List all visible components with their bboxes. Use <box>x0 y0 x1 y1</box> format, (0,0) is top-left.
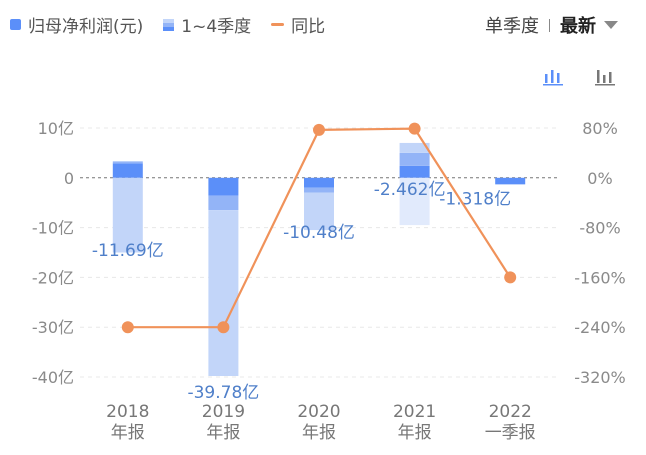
legend-label: 同比 <box>291 17 326 37</box>
stacked-bar-swatch-icon <box>163 18 175 31</box>
left-axis-tick-label: -30亿 <box>32 318 74 337</box>
yoy-point <box>217 321 230 334</box>
yoy-point <box>121 321 134 334</box>
x-axis-tick-label: 2022 <box>489 402 532 422</box>
quarter-bar-segment <box>112 163 143 178</box>
bar-chart-alt-icon[interactable] <box>594 66 616 90</box>
chart-type-switcher <box>512 66 616 90</box>
chevron-down-icon[interactable] <box>604 21 618 29</box>
bar-value-label: -2.462亿 <box>374 180 446 200</box>
toggle-option-latest[interactable]: 最新 <box>560 16 596 37</box>
quarter-bar-segment <box>399 142 430 153</box>
x-axis-tick-label: 一季报 <box>485 423 536 443</box>
legend-label: 归母净利润(元) <box>28 17 144 37</box>
right-axis-tick-label: 80% <box>582 119 618 138</box>
yoy-point <box>408 122 421 135</box>
bar-value-label: -1.318亿 <box>439 189 511 209</box>
quarter-bar-segment <box>208 210 239 377</box>
quarter-bar-segment <box>399 152 430 166</box>
bar-chart-icon[interactable] <box>542 66 564 90</box>
left-axis-tick-label: -10亿 <box>32 219 74 238</box>
left-axis-tick-label: 10亿 <box>38 119 74 138</box>
right-axis-tick-label: -80% <box>579 219 620 238</box>
yoy-point <box>504 271 517 284</box>
line-swatch-icon <box>271 23 285 26</box>
x-axis-tick-label: 年报 <box>111 423 145 443</box>
left-axis-tick-label: -20亿 <box>32 268 74 287</box>
bar-value-label: -11.69亿 <box>92 241 164 261</box>
left-axis-tick-label: -40亿 <box>32 368 74 387</box>
right-axis-tick-label: -240% <box>574 318 626 337</box>
x-axis-tick-label: 2019 <box>202 402 245 422</box>
bar-value-label: -10.48亿 <box>283 223 355 243</box>
quarter-bar-segment <box>304 177 334 188</box>
quarter-bar-segment <box>208 177 239 196</box>
period-toggle: 单季度 最新 <box>485 12 618 38</box>
x-axis-tick-label: 2021 <box>393 402 436 422</box>
legend-item-net-profit[interactable]: 归母净利润(元) <box>10 12 143 37</box>
x-axis-tick-label: 年报 <box>206 423 240 443</box>
quarter-bar-segment <box>304 187 334 193</box>
left-axis-tick-label: 0 <box>64 169 74 188</box>
x-axis-tick-label: 2020 <box>297 402 340 422</box>
quarter-bar-segment <box>304 192 334 231</box>
legend-label: 1~4季度 <box>181 17 252 37</box>
bar-value-label: -39.78亿 <box>187 383 259 403</box>
legend-item-quarters[interactable]: 1~4季度 <box>163 12 251 37</box>
right-axis-tick-label: 0% <box>587 169 612 188</box>
toggle-separator <box>549 18 550 32</box>
quarter-bar-segment <box>399 177 430 226</box>
toggle-option-quarterly[interactable]: 单季度 <box>485 16 539 37</box>
quarter-bar-segment <box>495 177 526 185</box>
right-axis-tick-label: -320% <box>574 368 626 387</box>
legend: 归母净利润(元) 1~4季度 同比 <box>10 12 345 37</box>
quarter-bar-segment <box>399 165 430 178</box>
solid-bar-swatch-icon <box>10 19 21 30</box>
quarter-bar-segment <box>112 161 143 164</box>
legend-item-yoy[interactable]: 同比 <box>271 12 325 37</box>
right-axis-tick-label: -160% <box>574 268 626 287</box>
quarter-bar-segment <box>112 177 143 253</box>
x-axis-tick-label: 2018 <box>106 402 149 422</box>
x-axis-tick-label: 年报 <box>398 423 432 443</box>
quarter-bar-segment <box>208 195 239 211</box>
yoy-point <box>313 123 325 136</box>
x-axis-tick-label: 年报 <box>302 423 336 443</box>
